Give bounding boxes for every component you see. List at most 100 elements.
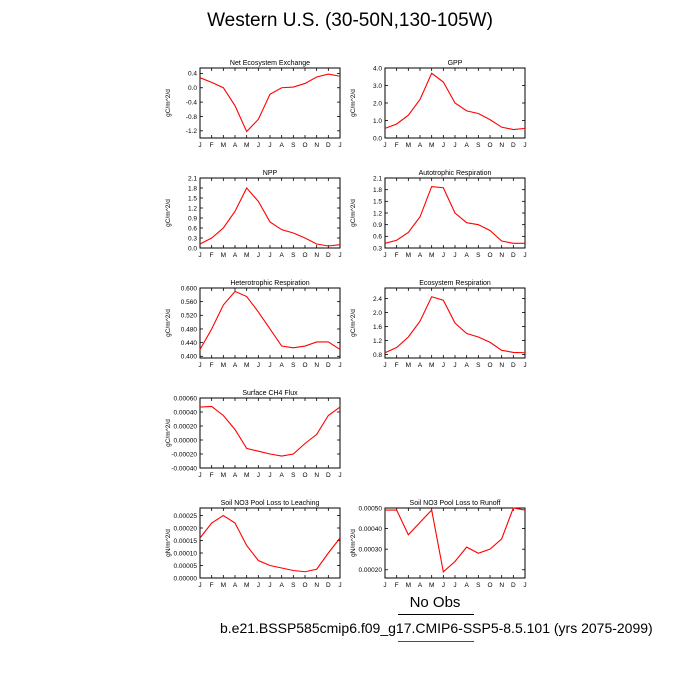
x-tick-label: J (338, 472, 341, 479)
x-tick-label: M (406, 142, 411, 149)
x-tick-label: D (326, 142, 331, 149)
series-line (384, 296, 526, 354)
chart-heterotrophic-respiration: Heterotrophic Respiration 0.600 0.560 0.520… (165, 278, 360, 378)
x-tick-label: J (383, 142, 386, 149)
x-tick-label: J (198, 362, 201, 369)
y-tick-label: 0.6 (188, 225, 197, 232)
chart-title: Autotrophic Respiration (419, 170, 492, 177)
x-tick-label: A (279, 362, 284, 369)
chart-svg: Autotrophic Respiration 2.1 1.8 1.5 1.2 0.9 0.… (350, 170, 527, 259)
x-tick-label: F (210, 252, 214, 259)
x-tick-label: S (476, 252, 481, 259)
chart-title: Surface CH4 Flux (242, 390, 298, 397)
y-tick-label: 1.8 (188, 185, 197, 192)
x-tick-label: J (198, 252, 201, 259)
x-tick-label: J (257, 252, 260, 259)
y-tick-label: 0.8 (373, 352, 382, 359)
y-tick-label: 0.00040 (174, 409, 198, 416)
chart-svg: Soil NO3 Pool Loss to Runoff 0.00050 0.000… (350, 500, 527, 589)
y-tick-label: 0.0 (188, 245, 197, 252)
x-tick-label: M (221, 362, 226, 369)
y-tick-label: 0.00050 (359, 505, 383, 512)
x-tick-label: S (291, 362, 296, 369)
x-tick-label: J (453, 252, 456, 259)
y-tick-label: 4.0 (373, 65, 382, 72)
y-tick-label: 0.00000 (174, 575, 198, 582)
plot-frame (199, 397, 341, 469)
y-tick-label: 0.600 (181, 285, 198, 292)
x-tick-label: J (338, 362, 341, 369)
y-tick-label: 3.0 (373, 83, 382, 90)
x-tick-label: D (511, 582, 516, 589)
x-tick-label: A (464, 142, 469, 149)
chart-svg: Surface CH4 Flux 0.00060 0.00040 0.00020 0.0… (165, 390, 342, 479)
x-tick-label: A (233, 582, 238, 589)
x-tick-label: J (453, 582, 456, 589)
series-line (199, 405, 341, 457)
y-tick-label: -0.00020 (171, 451, 197, 458)
series-line (199, 73, 341, 133)
series-line (199, 290, 341, 350)
x-tick-label: D (511, 362, 516, 369)
x-tick-label: M (221, 582, 226, 589)
chart-svg: Net Ecosystem Exchange 0.4 0.0 -0.4 -0.8 -1.2… (165, 60, 342, 149)
x-tick-label: N (314, 472, 319, 479)
x-tick-label: A (279, 252, 284, 259)
x-tick-label: D (326, 472, 331, 479)
y-tick-label: 0.0 (373, 135, 382, 142)
x-tick-label: J (523, 142, 526, 149)
plot-frame (384, 507, 526, 579)
x-tick-label: S (291, 252, 296, 259)
y-tick-label: 2.4 (373, 296, 382, 303)
chart-autotrophic-respiration: Autotrophic Respiration 2.1 1.8 1.5 1.2 0.9 0.… (350, 168, 545, 268)
x-tick-label: O (302, 582, 307, 589)
page-title: Western U.S. (30-50N,130-105W) (207, 10, 493, 31)
x-tick-label: D (326, 362, 331, 369)
x-tick-label: F (395, 142, 399, 149)
y-axis-label: gC/m^2/d (350, 309, 357, 337)
x-tick-label: M (221, 142, 226, 149)
x-tick-label: J (257, 582, 260, 589)
chart-title: NPP (263, 170, 278, 177)
x-tick-label: O (302, 472, 307, 479)
x-tick-label: D (326, 252, 331, 259)
x-tick-label: N (314, 252, 319, 259)
x-tick-label: M (221, 252, 226, 259)
x-tick-label: F (210, 142, 214, 149)
y-tick-label: 0.00015 (174, 538, 198, 545)
x-tick-label: J (442, 362, 445, 369)
plot-frame (199, 287, 341, 359)
x-tick-label: A (418, 252, 423, 259)
x-tick-label: A (279, 472, 284, 479)
x-tick-label: A (418, 582, 423, 589)
chart-title: Heterotrophic Respiration (230, 280, 309, 287)
x-tick-label: M (406, 252, 411, 259)
y-tick-label: 1.0 (373, 118, 382, 125)
x-tick-label: A (233, 362, 238, 369)
x-tick-label: F (210, 582, 214, 589)
x-tick-label: J (268, 472, 271, 479)
chart-npp: NPP 2.1 1.8 1.5 1.2 0.9 0.6 0.3 0.0 J F M A M J J A S O N D J… (165, 168, 360, 268)
chart-ecosystem-respiration: Ecosystem Respiration 2.4 2.0 1.6 1.2 0.8 J F M A… (350, 278, 545, 378)
chart-title: Ecosystem Respiration (419, 280, 491, 287)
chart-soil-no3-leaching: Soil NO3 Pool Loss to Leaching 0.00025 0.0… (165, 498, 360, 598)
series-line (384, 185, 525, 244)
y-tick-label: -0.4 (186, 99, 198, 106)
chart-title: GPP (448, 60, 463, 67)
y-tick-label: 0.3 (373, 245, 382, 252)
chart-net-ecosystem-exchange: Net Ecosystem Exchange 0.4 0.0 -0.4 -0.8 -1.2… (165, 58, 360, 158)
series-line (199, 187, 341, 247)
x-tick-label: A (233, 472, 238, 479)
x-tick-label: O (302, 362, 307, 369)
y-tick-label: -1.2 (186, 128, 198, 135)
x-tick-label: N (314, 362, 319, 369)
x-tick-label: A (464, 582, 469, 589)
y-tick-label: 1.2 (373, 210, 382, 217)
x-tick-label: M (221, 472, 226, 479)
x-tick-label: M (244, 362, 249, 369)
x-tick-label: S (291, 142, 296, 149)
x-tick-label: M (406, 362, 411, 369)
x-tick-label: J (453, 142, 456, 149)
